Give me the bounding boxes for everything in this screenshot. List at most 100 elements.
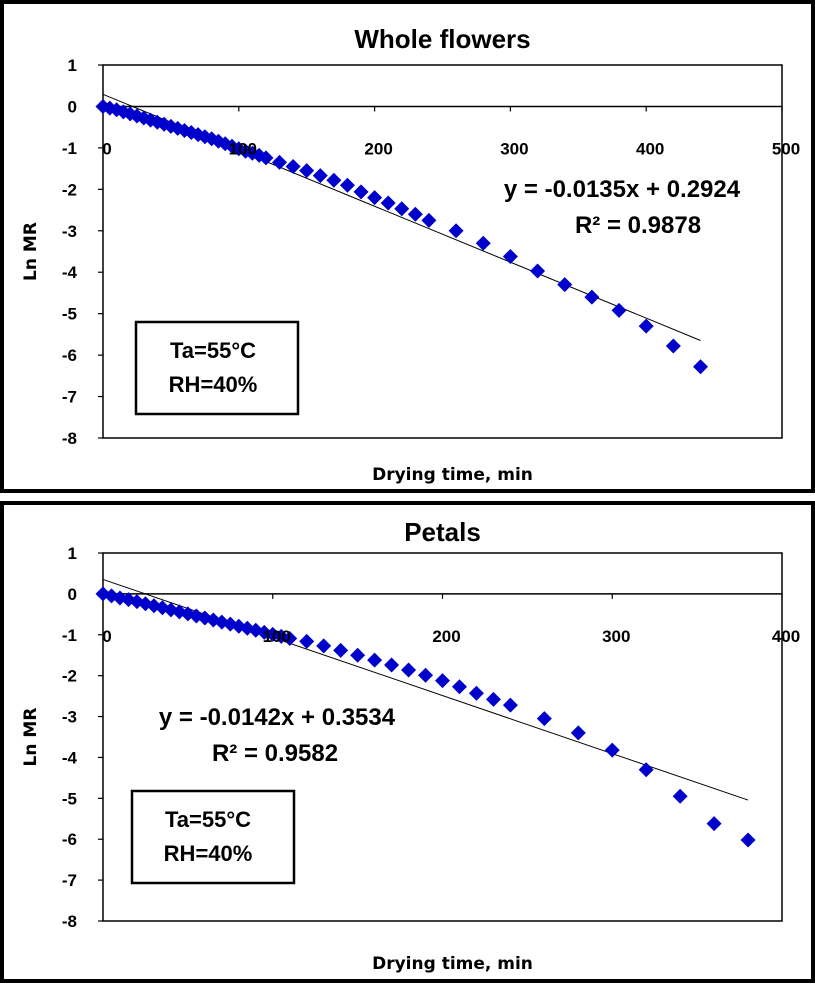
data-point xyxy=(451,679,467,695)
x-tick-label: 0 xyxy=(102,627,111,646)
y-tick-label: -3 xyxy=(62,708,77,727)
data-point xyxy=(485,691,501,707)
data-point xyxy=(95,586,111,602)
data-point xyxy=(502,697,518,713)
data-point xyxy=(693,359,709,375)
chart-panel-whole-flowers: Whole flowers 1 0 -1 -2 -3 -4 -5 -6 -7 -8 0 100 200 30… xyxy=(0,0,815,493)
y-tick-label: -7 xyxy=(62,871,77,890)
y-tick-label: -7 xyxy=(62,388,77,407)
y-tick-label: 1 xyxy=(68,56,77,75)
data-point xyxy=(154,600,170,616)
x-tick-label: 300 xyxy=(500,139,528,158)
data-point xyxy=(353,184,369,200)
data-point xyxy=(299,633,315,649)
y-tick-label: -4 xyxy=(62,263,78,282)
data-point xyxy=(163,118,179,134)
x-axis-label: Drying time, min xyxy=(372,465,533,485)
data-point xyxy=(638,318,654,334)
data-point xyxy=(205,612,221,628)
data-point xyxy=(256,624,272,640)
data-point xyxy=(394,201,410,217)
y-tick-label: -1 xyxy=(62,626,77,645)
data-point xyxy=(384,657,400,673)
x-tick-label: 200 xyxy=(432,627,460,646)
data-point xyxy=(367,190,383,206)
data-point xyxy=(312,168,328,184)
data-point xyxy=(421,212,437,228)
data-point xyxy=(475,235,491,251)
data-point xyxy=(326,172,342,188)
trendline-equation: y = -0.0142x + 0.3534 xyxy=(159,704,396,731)
y-tick-label: 1 xyxy=(68,544,77,563)
data-point xyxy=(448,223,464,239)
data-point xyxy=(380,195,396,211)
y-tick-label: -1 xyxy=(62,139,77,158)
data-point xyxy=(584,289,600,305)
data-point xyxy=(333,642,349,658)
y-tick-label: -4 xyxy=(62,748,78,767)
y-tick-label: -3 xyxy=(62,222,77,241)
chart-frame xyxy=(0,501,815,983)
r-squared-label: R² = 0.9878 xyxy=(575,212,701,239)
data-point xyxy=(530,263,546,279)
x-tick-label: 500 xyxy=(772,139,800,158)
trendline-equation: y = -0.0135x + 0.2924 xyxy=(504,176,741,203)
y-tick-label: 0 xyxy=(68,585,77,604)
data-point xyxy=(611,302,627,318)
y-tick-label: -6 xyxy=(62,830,77,849)
data-point xyxy=(604,742,620,758)
chart-panel-petals: Petals 1 0 -1 -2 -3 -4 -5 -6 -7 -8 0 100 200 300 400 Dry… xyxy=(0,493,815,985)
x-tick-label: 300 xyxy=(602,627,630,646)
data-point xyxy=(468,685,484,701)
r-squared-label: R² = 0.9582 xyxy=(212,740,338,767)
data-point xyxy=(407,206,423,222)
data-point xyxy=(285,159,301,175)
data-point xyxy=(638,762,654,778)
data-point xyxy=(339,177,355,193)
data-point xyxy=(350,647,366,663)
conditions-box xyxy=(134,320,300,416)
data-point xyxy=(299,163,315,179)
data-point xyxy=(502,248,518,264)
whole-flowers-chart: Whole flowers 1 0 -1 -2 -3 -4 -5 -6 -7 -8 0 100 200 30… xyxy=(0,0,815,493)
data-point xyxy=(706,816,722,832)
data-point xyxy=(258,150,274,166)
data-point xyxy=(665,338,681,354)
temperature-label: Ta=55°C xyxy=(165,807,251,832)
data-point xyxy=(214,614,230,630)
data-point xyxy=(435,673,450,689)
x-tick-label: 100 xyxy=(263,627,291,646)
x-tick-label: 0 xyxy=(102,139,111,158)
data-point xyxy=(418,667,434,683)
y-tick-label: -5 xyxy=(62,305,77,324)
x-tick-label: 200 xyxy=(364,139,392,158)
y-tick-label: -8 xyxy=(62,912,77,931)
y-axis-label: Ln MR xyxy=(21,222,41,281)
y-tick-label: -5 xyxy=(62,789,77,808)
chart-title: Whole flowers xyxy=(354,24,530,54)
plot-area xyxy=(102,64,783,439)
y-axis-label: Ln MR xyxy=(21,708,41,767)
y-tick-label: -6 xyxy=(62,346,77,365)
data-point xyxy=(112,590,128,606)
data-point xyxy=(171,604,187,620)
data-point xyxy=(740,832,756,848)
y-tick-label: -2 xyxy=(62,667,77,686)
x-axis-label: Drying time, min xyxy=(372,954,533,974)
data-point xyxy=(401,662,417,678)
data-point xyxy=(367,652,383,668)
data-point xyxy=(248,622,264,638)
data-point xyxy=(316,638,332,654)
data-point xyxy=(570,725,586,741)
plot-area xyxy=(102,552,783,922)
y-tick-label: -8 xyxy=(62,429,77,448)
chart-frame xyxy=(0,0,815,493)
data-point xyxy=(536,711,552,727)
petals-chart: Petals 1 0 -1 -2 -3 -4 -5 -6 -7 -8 0 100 200 300 400 Dry… xyxy=(0,501,815,983)
x-tick-label: 100 xyxy=(229,139,257,158)
x-tick-label: 400 xyxy=(772,627,800,646)
humidity-label: RH=40% xyxy=(169,372,258,397)
humidity-label: RH=40% xyxy=(164,841,253,866)
data-point xyxy=(557,277,573,293)
chart-title: Petals xyxy=(404,517,481,547)
